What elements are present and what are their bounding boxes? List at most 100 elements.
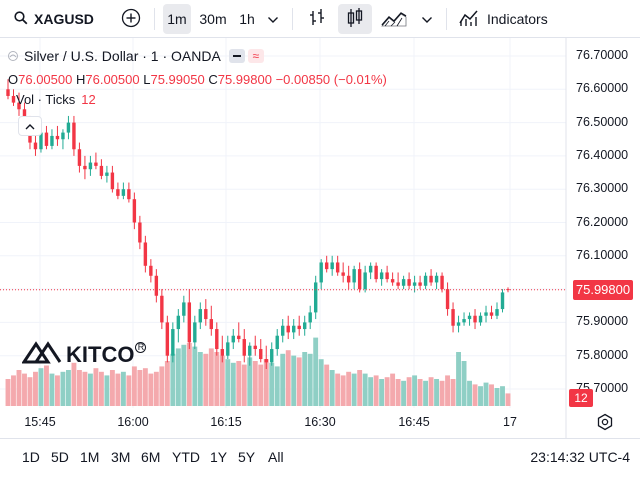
chart-settings-button[interactable] — [596, 413, 614, 431]
wave-indicator-icon[interactable]: ≈ — [247, 49, 264, 63]
time-tick-label: 17 — [503, 415, 517, 429]
bar-chart-type-button[interactable] — [302, 4, 332, 34]
candle — [368, 262, 373, 280]
volume-bar — [126, 375, 132, 406]
candle-body — [72, 122, 76, 150]
volume-label[interactable]: Vol · Ticks — [16, 92, 76, 107]
candle-body — [500, 292, 505, 310]
candle — [500, 289, 505, 313]
interval-1h[interactable]: 1h — [239, 11, 255, 27]
candle — [275, 329, 279, 356]
candle — [33, 132, 38, 156]
volume-bar — [241, 364, 247, 406]
candle — [484, 305, 488, 323]
volume-bar — [252, 361, 258, 406]
chart-canvas[interactable] — [0, 38, 640, 438]
volume-bar — [27, 377, 33, 406]
collapse-legend-button[interactable] — [18, 116, 42, 136]
volume-bar — [93, 368, 99, 406]
candle — [341, 262, 345, 283]
range-3m[interactable]: 3M — [111, 449, 131, 465]
candle — [50, 129, 54, 150]
volume-bar — [208, 348, 214, 406]
legend-title-row: Silver / U.S. Dollar · 1 · OANDA ≈ — [8, 48, 264, 64]
range-1y[interactable]: 1Y — [210, 449, 228, 465]
range-1m[interactable]: 1M — [80, 449, 100, 465]
range-6m[interactable]: 6M — [141, 449, 161, 465]
minimize-legend-icon[interactable] — [228, 49, 245, 63]
volume-bar — [362, 373, 368, 406]
candle — [220, 335, 224, 363]
volume-bar — [33, 371, 38, 406]
candle-body — [88, 162, 93, 170]
candle-body — [22, 109, 27, 123]
candle-body — [50, 135, 54, 146]
range-ytd[interactable]: YTD — [172, 449, 200, 465]
volume-bar — [109, 370, 115, 406]
candle-body — [324, 262, 329, 270]
candle-body — [303, 322, 307, 330]
candle — [116, 182, 120, 200]
candle-body — [335, 262, 340, 273]
interval-30m[interactable]: 30m — [199, 11, 227, 27]
candle-body — [445, 289, 450, 310]
volume-bar — [478, 386, 483, 406]
price-tick-label: 76.50000 — [576, 114, 629, 129]
candle-body — [198, 309, 203, 323]
candle-body — [215, 329, 219, 350]
time-tick-label: 16:45 — [398, 415, 430, 429]
indicators-button[interactable]: Indicators — [455, 4, 585, 34]
volume-bar — [269, 362, 275, 406]
candle — [154, 269, 159, 303]
candle-body — [149, 265, 153, 276]
volume-bar — [65, 370, 71, 406]
volume-bar — [324, 364, 330, 406]
candle — [121, 182, 126, 200]
timezone-clock[interactable]: 23:14:32 UTC-4 — [530, 449, 630, 465]
volume-bar — [104, 375, 110, 406]
candle-body — [231, 335, 235, 343]
candle-body — [407, 279, 411, 286]
time-tick-label: 16:15 — [210, 415, 242, 429]
volume-bar — [390, 373, 396, 406]
volume-bar — [137, 370, 143, 406]
volume-bar — [450, 379, 456, 406]
candle — [193, 315, 197, 350]
volume-bar — [115, 373, 121, 406]
candle — [281, 319, 285, 343]
legend-title[interactable]: Silver / U.S. Dollar · 1 · OANDA — [24, 48, 221, 64]
compare-symbol-button[interactable] — [116, 4, 146, 34]
volume-bar — [395, 379, 401, 406]
volume-bar — [159, 366, 165, 406]
candle-body — [143, 242, 148, 266]
interval-dropdown[interactable] — [262, 4, 284, 34]
candle-body — [385, 272, 389, 280]
candle — [401, 275, 406, 290]
candle — [319, 259, 323, 290]
candles-chart-type-button[interactable] — [338, 4, 372, 34]
volume-bar — [461, 361, 467, 406]
candles-icon — [345, 7, 365, 32]
volume-bar — [98, 371, 104, 406]
range-all[interactable]: All — [268, 449, 284, 465]
candle-body — [110, 172, 115, 190]
price-tick-label: 76.60000 — [576, 81, 629, 96]
volume-bar — [340, 375, 346, 406]
candle-body — [368, 265, 373, 273]
candle — [138, 215, 142, 250]
current-volume-label: 12 — [569, 389, 593, 407]
candle — [390, 272, 395, 286]
volume-bar — [302, 352, 308, 406]
range-5d[interactable]: 5D — [51, 449, 69, 465]
interval-1m[interactable]: 1m — [163, 4, 191, 34]
candle-body — [484, 312, 488, 316]
range-1d[interactable]: 1D — [22, 449, 40, 465]
high-label: H — [75, 72, 86, 87]
range-5y[interactable]: 5Y — [238, 449, 256, 465]
candle-body — [220, 349, 224, 356]
chart-type-dropdown[interactable] — [416, 4, 438, 34]
volume-bar — [142, 368, 148, 406]
symbol-search-button[interactable]: XAGUSD — [8, 4, 108, 34]
candle-body — [434, 275, 439, 283]
area-chart-type-button[interactable] — [378, 4, 410, 34]
